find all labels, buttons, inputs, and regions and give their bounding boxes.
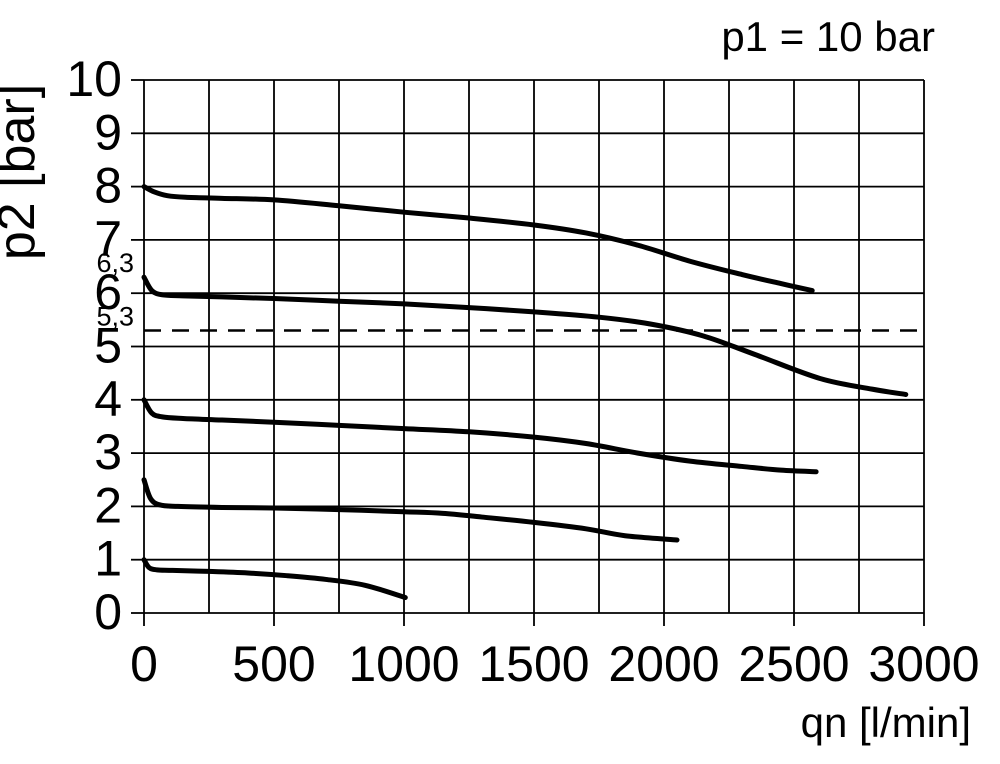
svg-text:3000: 3000 (868, 636, 979, 692)
svg-text:qn [l/min]: qn [l/min] (801, 699, 971, 746)
svg-text:4: 4 (94, 371, 122, 427)
svg-text:500: 500 (232, 636, 315, 692)
svg-text:2500: 2500 (738, 636, 849, 692)
svg-text:2: 2 (94, 477, 122, 533)
svg-text:5,3: 5,3 (96, 302, 134, 332)
svg-text:p2 [bar]: p2 [bar] (0, 84, 46, 260)
svg-text:6,3: 6,3 (96, 248, 134, 278)
svg-text:1500: 1500 (478, 636, 589, 692)
svg-text:9: 9 (94, 104, 122, 160)
svg-text:8: 8 (94, 158, 122, 214)
svg-text:0: 0 (94, 584, 122, 640)
svg-text:10: 10 (66, 51, 122, 107)
svg-text:2000: 2000 (608, 636, 719, 692)
svg-text:0: 0 (130, 636, 158, 692)
svg-text:1: 1 (94, 531, 122, 587)
svg-text:p1 = 10 bar: p1 = 10 bar (721, 13, 935, 60)
svg-text:3: 3 (94, 424, 122, 480)
svg-text:1000: 1000 (348, 636, 459, 692)
